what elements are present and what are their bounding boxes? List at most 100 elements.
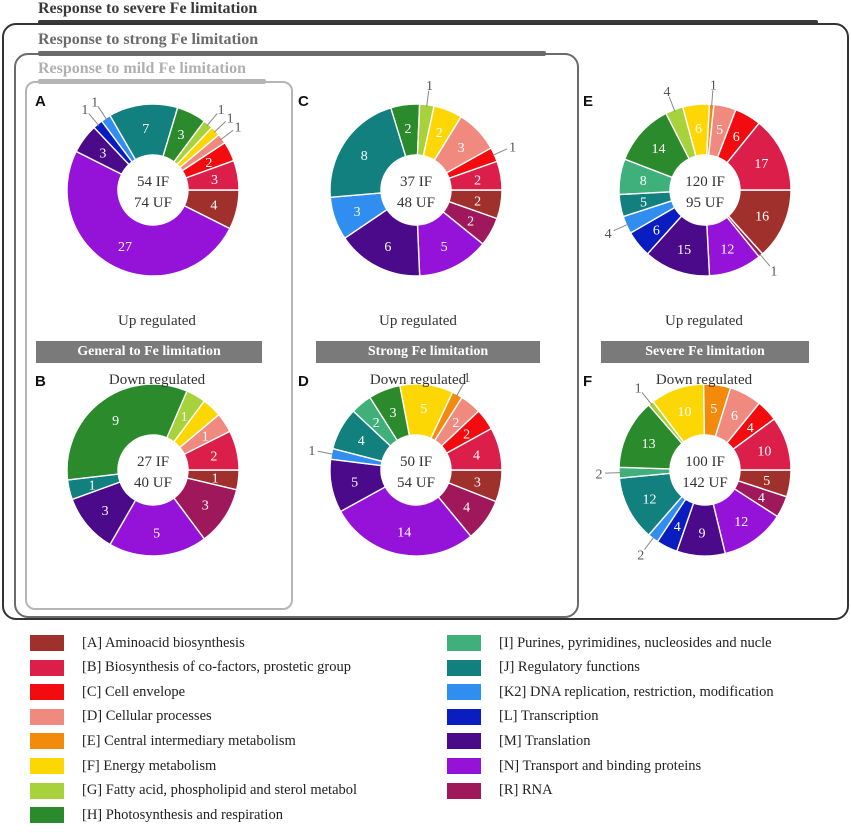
slice-value-label: 5 bbox=[640, 195, 647, 210]
severe-frame-label: Response to severe Fe limitation bbox=[38, 0, 258, 17]
legend-item-m: [M] Translation bbox=[447, 730, 590, 752]
legend-item-e: [E] Central intermediary metabolism bbox=[30, 730, 296, 752]
slice-value-label: 13 bbox=[642, 437, 656, 452]
band-general: General to Fe limitation bbox=[36, 341, 262, 363]
slice-value-label: 2 bbox=[205, 156, 212, 171]
legend-swatch bbox=[447, 659, 481, 676]
slice-value-label: 1 bbox=[212, 471, 219, 486]
slice-leader-line bbox=[759, 253, 771, 267]
legend-label: [H] Photosynthesis and respiration bbox=[82, 806, 283, 823]
legend-item-a: [A] Aminoacid biosynthesis bbox=[30, 632, 245, 654]
slice-value-label: 4 bbox=[674, 520, 681, 535]
legend-label: [M] Translation bbox=[499, 732, 591, 749]
pie-center-label: 37 IF bbox=[400, 174, 432, 190]
slice-leader-line bbox=[668, 96, 676, 112]
pie-slice-b bbox=[445, 427, 503, 471]
slice-value-label: 8 bbox=[361, 149, 368, 164]
slice-value-label: 3 bbox=[389, 406, 396, 421]
legend-item-b: [B] Biosynthesis of co-factors, prosteti… bbox=[30, 657, 351, 679]
slice-value-label: 16 bbox=[755, 209, 769, 224]
panel-letter-b: B bbox=[35, 373, 46, 390]
legend-item-h: [H] Photosynthesis and respiration bbox=[30, 804, 283, 826]
slice-value-label: 6 bbox=[653, 223, 660, 238]
slice-value-label: 1 bbox=[235, 121, 242, 136]
slice-leader-line bbox=[711, 90, 714, 107]
slice-value-label: 1 bbox=[635, 382, 642, 397]
severe-frame-bar bbox=[38, 20, 818, 25]
slice-leader-line bbox=[492, 148, 508, 156]
legend-item-i: [I] Purines, pyrimidines, nucleosides an… bbox=[447, 632, 772, 654]
pie-center-label: 48 UF bbox=[397, 195, 435, 211]
slice-value-label: 4 bbox=[664, 85, 671, 100]
legend-item-j: [J] Regulatory functions bbox=[447, 657, 640, 679]
legend-label: [N] Transport and binding proteins bbox=[499, 757, 702, 774]
mild-frame-box bbox=[25, 81, 293, 610]
pie-slice-b bbox=[732, 418, 792, 471]
slice-value-label: 5 bbox=[763, 474, 770, 489]
legend-label: [J] Regulatory functions bbox=[499, 659, 640, 676]
slice-value-label: 2 bbox=[474, 173, 481, 188]
strong-frame-label: Response to strong Fe limitation bbox=[38, 31, 259, 48]
legend-label: [E] Central intermediary metabolism bbox=[82, 732, 296, 749]
slice-value-label: 6 bbox=[731, 409, 738, 424]
pie-center-label: 54 UF bbox=[397, 475, 435, 491]
slice-value-label: 10 bbox=[678, 405, 692, 420]
slice-value-label: 9 bbox=[699, 526, 706, 541]
legend-swatch bbox=[30, 684, 64, 701]
panel-b-regulation-label: Down regulated bbox=[108, 372, 206, 388]
slice-leader-line bbox=[97, 106, 108, 121]
slice-value-label: 5 bbox=[716, 123, 723, 138]
slice-value-label: 1 bbox=[218, 103, 225, 118]
legend-label: [I] Purines, pyrimidines, nucleosides an… bbox=[499, 634, 772, 651]
slice-leader-line bbox=[88, 113, 100, 126]
panel-letter-d: D bbox=[298, 373, 309, 390]
legend-swatch bbox=[447, 733, 481, 750]
slice-value-label: 15 bbox=[677, 243, 691, 258]
slice-value-label: 2 bbox=[405, 122, 412, 137]
pie-slice-b bbox=[183, 430, 240, 471]
pie-slice-n bbox=[339, 485, 472, 557]
panel-letter-f: F bbox=[583, 373, 593, 390]
slice-leader-line bbox=[317, 450, 334, 455]
pie-center-label: 120 IF bbox=[685, 174, 725, 190]
slice-value-label: 4 bbox=[473, 448, 480, 463]
slice-value-label: 2 bbox=[467, 214, 474, 229]
slice-value-label: 2 bbox=[452, 416, 459, 431]
legend-swatch bbox=[30, 659, 64, 676]
slice-value-label: 12 bbox=[642, 493, 656, 508]
panel-letter-c: C bbox=[298, 93, 309, 110]
slice-value-label: 2 bbox=[463, 427, 470, 442]
pie-slice-b bbox=[448, 160, 503, 191]
strong-frame-box bbox=[14, 53, 579, 618]
pie-slice-j bbox=[329, 106, 407, 199]
slice-leader-line bbox=[220, 129, 234, 141]
slice-value-label: 2 bbox=[474, 195, 481, 210]
mild-frame-label: Response to mild Fe limitation bbox=[38, 60, 246, 77]
slice-value-label: 14 bbox=[397, 525, 411, 540]
pie-center-label: 27 IF bbox=[137, 454, 169, 470]
slice-value-label: 12 bbox=[720, 242, 734, 257]
slice-value-label: 1 bbox=[464, 371, 471, 386]
slice-value-label: 5 bbox=[420, 402, 427, 417]
pie-center-label: 74 UF bbox=[134, 195, 172, 211]
slice-leader-line bbox=[644, 536, 655, 550]
legend-label: [G] Fatty acid, phospholipid and sterol … bbox=[82, 782, 358, 799]
band-strong: Strong Fe limitation bbox=[316, 341, 540, 363]
slice-value-label: 2 bbox=[210, 450, 217, 465]
slice-value-label: 8 bbox=[640, 174, 647, 189]
pie-center-label: 100 IF bbox=[685, 454, 725, 470]
panel-f-regulation-label: Down regulated bbox=[655, 372, 753, 388]
legend-label: [F] Energy metabolism bbox=[82, 757, 217, 774]
slice-value-label: 1 bbox=[89, 478, 96, 493]
slice-value-label: 2 bbox=[436, 126, 443, 141]
slice-value-label: 3 bbox=[211, 173, 218, 188]
slice-value-label: 3 bbox=[458, 141, 465, 156]
legend-swatch bbox=[30, 635, 64, 651]
slice-value-label: 5 bbox=[441, 240, 448, 255]
